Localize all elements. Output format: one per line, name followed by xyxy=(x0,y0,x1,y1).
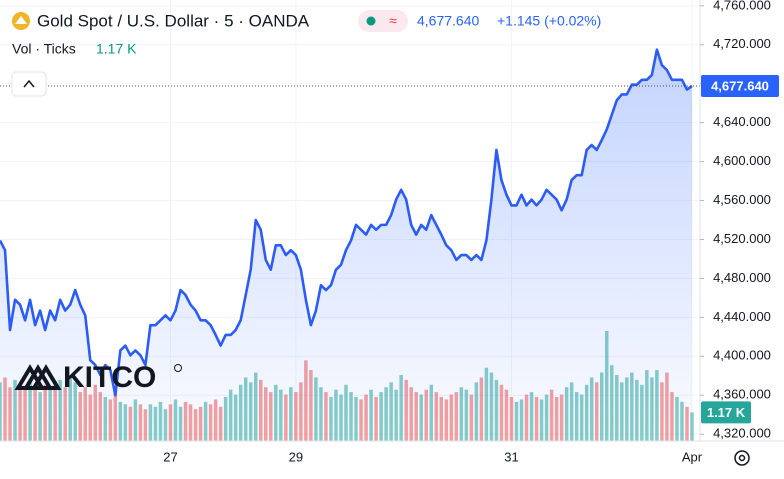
collapse-icon xyxy=(23,79,35,88)
volume-value: 1.17 K xyxy=(96,41,137,57)
collapse-button[interactable] xyxy=(11,71,47,97)
price-change: +1.145 (+0.02%) xyxy=(497,13,601,29)
x-tick-label: 29 xyxy=(289,449,303,464)
status-badge[interactable] xyxy=(358,10,408,32)
volume-label: Vol · Ticks xyxy=(12,41,76,57)
area xyxy=(0,49,692,442)
y-tick-label: 4,560.000 xyxy=(713,192,771,207)
last-price: 4,677.640 xyxy=(417,13,479,29)
x-tick-label: Apr xyxy=(682,449,703,464)
logo-icon xyxy=(14,364,62,390)
y-tick-label: 4,400.000 xyxy=(713,348,771,363)
settings-icon xyxy=(738,454,746,462)
last-price-label: 4,677.640 xyxy=(711,78,769,93)
y-tick-label: 4,600.000 xyxy=(713,153,771,168)
settings-button[interactable] xyxy=(734,450,750,466)
y-tick-label: 4,480.000 xyxy=(713,270,771,285)
volume-value-label: 1.17 K xyxy=(707,405,746,420)
y-tick-label: 4,640.000 xyxy=(713,114,771,129)
volume-value-box xyxy=(701,401,751,424)
status-dot xyxy=(366,16,376,26)
y-tick-label: 4,520.000 xyxy=(713,231,771,246)
symbol-icon xyxy=(15,16,27,24)
y-tick-label: 4,360.000 xyxy=(713,387,771,402)
symbol-title: Gold Spot / U.S. Dollar · 5 · OANDA xyxy=(37,11,310,30)
price-line xyxy=(0,48,693,397)
x-tick-label: 31 xyxy=(504,449,518,464)
logo-text: KITCO xyxy=(63,361,156,394)
y-tick-label: 4,720.000 xyxy=(713,36,771,51)
x-tick-label: 27 xyxy=(163,449,177,464)
y-tick-label: 4,320.000 xyxy=(713,426,771,441)
y-tick-label: 4,760.000 xyxy=(713,0,771,12)
y-tick-label: 4,440.000 xyxy=(713,309,771,324)
logo-registered xyxy=(174,364,182,372)
last-price-box xyxy=(701,75,779,98)
badge-text: ≈ xyxy=(389,13,397,29)
